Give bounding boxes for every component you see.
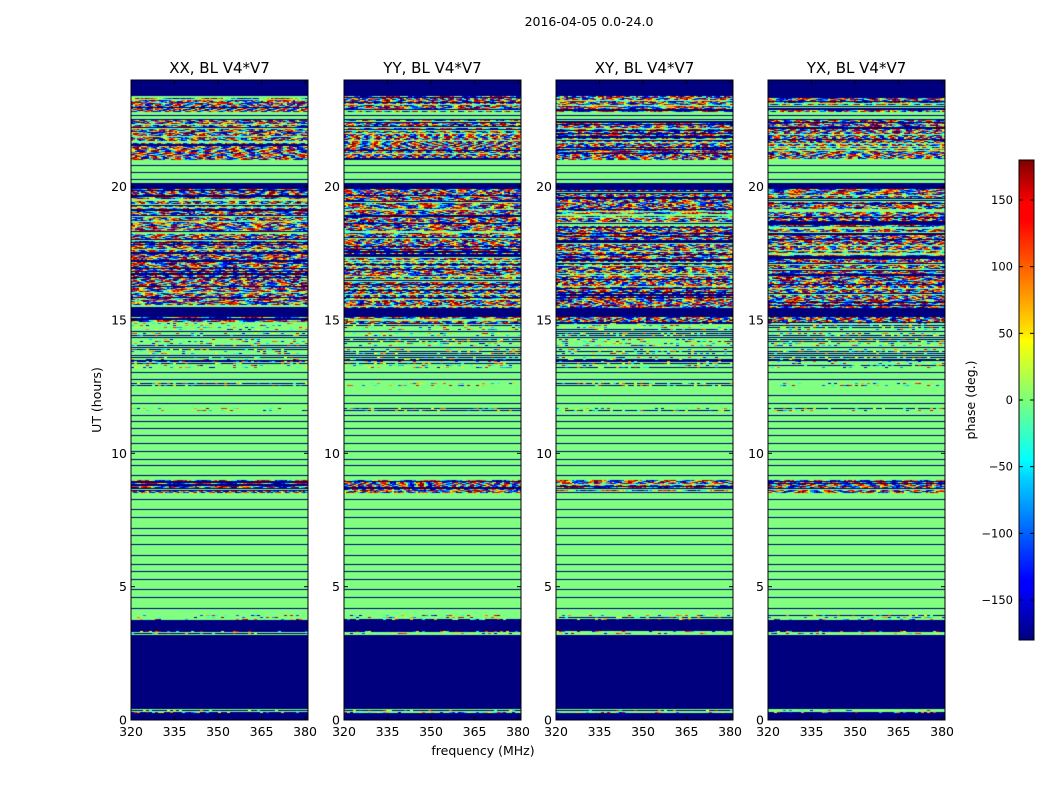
- y-tick-label: 20: [536, 179, 552, 194]
- y-tick-label: 15: [111, 313, 127, 328]
- x-tick-label: 350: [206, 724, 230, 739]
- heatmap-image-2: [344, 80, 521, 720]
- x-tick-label: 335: [800, 724, 824, 739]
- y-tick-label: 0: [119, 713, 127, 728]
- x-tick-label: 380: [930, 724, 954, 739]
- y-tick-label: 0: [332, 713, 340, 728]
- heatmap-3: [556, 80, 733, 720]
- x-tick-label: 350: [843, 724, 867, 739]
- y-tick-label: 20: [111, 179, 127, 194]
- heatmap-2: [344, 80, 521, 720]
- y-tick-label: 15: [748, 313, 764, 328]
- x-tick-label: 350: [631, 724, 655, 739]
- y-tick-label: 5: [544, 579, 552, 594]
- y-tick-label: 10: [748, 446, 764, 461]
- panel-frame: [343, 79, 522, 721]
- heatmap-image-3: [556, 80, 733, 720]
- y-tick-label: 10: [324, 446, 340, 461]
- x-tick-label: 335: [163, 724, 187, 739]
- y-tick-label: 10: [111, 446, 127, 461]
- y-tick-label: 20: [324, 179, 340, 194]
- heatmap-4: [768, 80, 945, 720]
- y-tick-label: 20: [748, 179, 764, 194]
- panel-frame: [555, 79, 734, 721]
- x-tick-label: 380: [718, 724, 742, 739]
- heatmap-image-4: [768, 80, 945, 720]
- colorbar-tick-label: 50: [998, 326, 1013, 340]
- y-tick-label: 15: [536, 313, 552, 328]
- colorbar-tick-label: −50: [989, 460, 1013, 474]
- figure-suptitle: 2016-04-05 0.0-24.0: [525, 14, 654, 29]
- heatmap-image-1: [131, 80, 308, 720]
- panel-title: YX, BL V4*V7: [806, 59, 907, 77]
- y-tick-label: 0: [756, 713, 764, 728]
- y-tick-label: 5: [332, 579, 340, 594]
- x-tick-label: 380: [293, 724, 317, 739]
- y-axis-label: UT (hours): [89, 367, 104, 433]
- colorbar-ticks: −150 −100 −50 0 50 100 150: [981, 193, 1034, 607]
- panel-title: XY, BL V4*V7: [595, 59, 695, 77]
- y-tick-label: 5: [119, 579, 127, 594]
- x-tick-label: 365: [463, 724, 487, 739]
- y-tick-label: 0: [544, 713, 552, 728]
- colorbar-label: phase (deg.): [963, 361, 978, 440]
- colorbar-tick-label: −100: [981, 526, 1013, 540]
- panel-2: YY, BL V4*V7 320 335 350 365 380 0 5 10 15 20: [324, 59, 530, 739]
- panel-frame: [130, 79, 309, 721]
- colorbar-tick-label: −150: [981, 593, 1013, 607]
- x-tick-label: 320: [332, 724, 356, 739]
- y-tick-label: 15: [324, 313, 340, 328]
- x-tick-label: 380: [506, 724, 530, 739]
- colorbar-tick-label: 100: [991, 260, 1013, 274]
- panel-title: YY, BL V4*V7: [382, 59, 481, 77]
- colorbar-tick-label: 150: [991, 193, 1013, 207]
- panel-frame: [767, 79, 946, 721]
- panel-4: YX, BL V4*V7 320 335 350 365 380 0 5 10 15 20: [748, 59, 954, 739]
- y-tick-label: 10: [536, 446, 552, 461]
- colorbar: −150 −100 −50 0 50 100 150 phase (deg.): [963, 159, 1035, 641]
- x-tick-label: 335: [376, 724, 400, 739]
- x-tick-label: 365: [250, 724, 274, 739]
- x-axis-label: frequency (MHz): [431, 743, 534, 758]
- heatmap-1: [131, 80, 308, 720]
- colorbar-tick-label: 0: [1006, 393, 1013, 407]
- x-tick-label: 320: [544, 724, 568, 739]
- panel-3: XY, BL V4*V7 320 335 350 365 380 0 5 10 15 20: [536, 59, 742, 739]
- panel-1: XX, BL V4*V7 320 335 350 365 380 0 5 10 15 20: [111, 59, 317, 739]
- x-tick-label: 365: [887, 724, 911, 739]
- x-tick-label: 320: [119, 724, 143, 739]
- x-tick-label: 335: [588, 724, 612, 739]
- y-tick-label: 5: [756, 579, 764, 594]
- x-tick-label: 350: [419, 724, 443, 739]
- x-tick-label: 365: [675, 724, 699, 739]
- x-tick-label: 320: [756, 724, 780, 739]
- panel-title: XX, BL V4*V7: [169, 59, 270, 77]
